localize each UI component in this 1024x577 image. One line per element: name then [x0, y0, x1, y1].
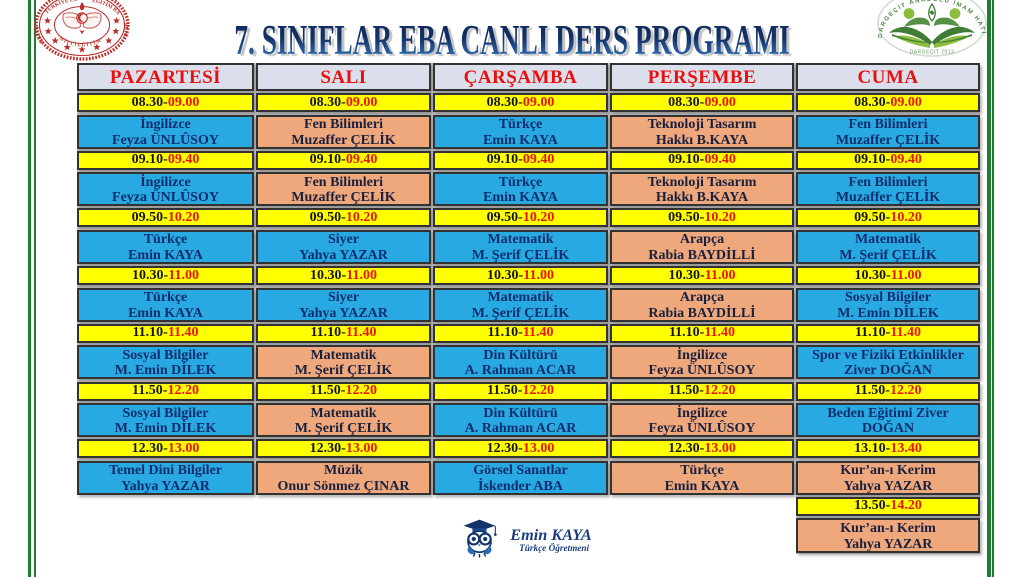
svg-text:Emin KAYA: Emin KAYA	[509, 525, 592, 544]
svg-text:NLIĞI: NLIĞI	[121, 22, 131, 40]
svg-text:DARGEÇİT 2013: DARGEÇİT 2013	[910, 49, 955, 56]
svg-text:RKİYE: RKİYE	[34, 24, 45, 44]
svg-text:Türkçe Öğretmeni: Türkçe Öğretmeni	[519, 543, 589, 553]
